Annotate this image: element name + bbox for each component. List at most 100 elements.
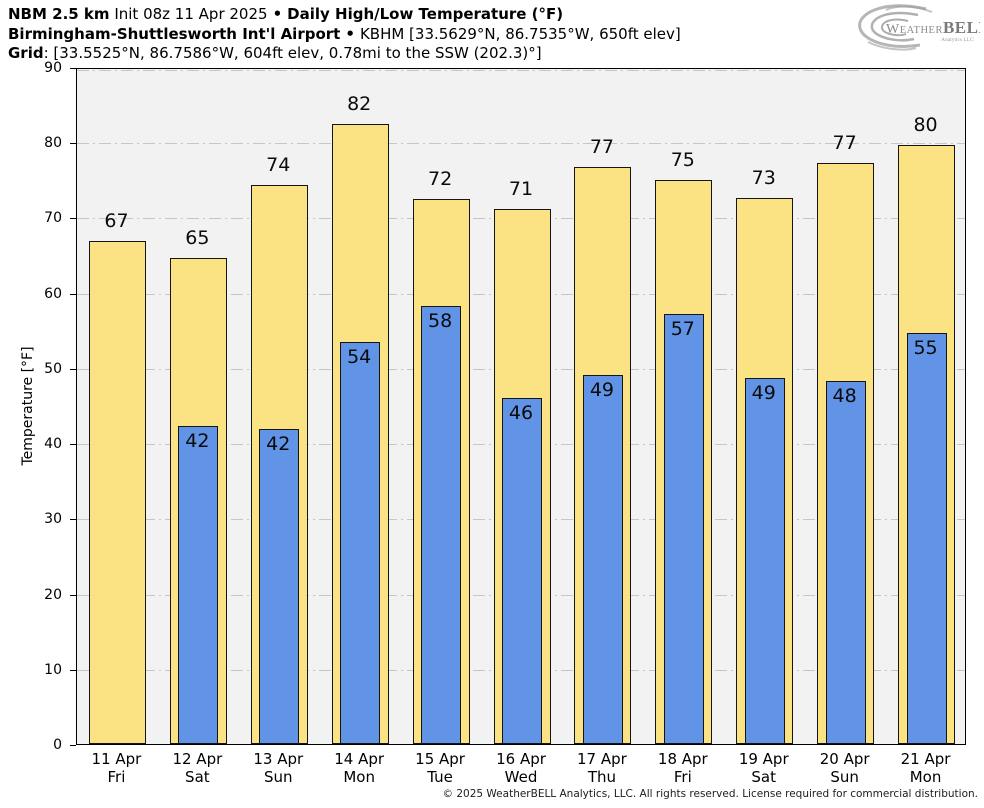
product-title: Daily High/Low Temperature (°F)	[287, 5, 564, 23]
y-tick-mark	[70, 444, 76, 446]
x-tick-date: 18 Apr	[657, 750, 708, 768]
x-tick-day: Fri	[107, 768, 126, 786]
low-bar	[663, 313, 704, 744]
copyright-text: © 2025 WeatherBELL Analytics, LLC. All r…	[442, 788, 978, 800]
logo-subtitle: Analytics LLC	[941, 37, 974, 43]
high-bar	[88, 240, 146, 744]
high-value-label: 73	[751, 166, 776, 189]
gridline-80	[77, 143, 965, 145]
x-tick-day: Tue	[427, 768, 453, 786]
high-value-label: 77	[832, 131, 857, 154]
high-value-label: 80	[913, 114, 938, 137]
y-tick-label: 0	[53, 737, 62, 753]
low-value-label: 55	[913, 337, 938, 360]
low-value-label: 58	[427, 310, 453, 333]
x-tick-date: 11 Apr	[91, 750, 142, 768]
low-value-label: 42	[185, 429, 210, 452]
low-value-label: 46	[508, 401, 534, 424]
y-tick-label: 30	[44, 511, 62, 528]
low-value-label: 49	[589, 378, 614, 401]
header-line-station: Birmingham-Shuttlesworth Int'l Airport • K…	[8, 25, 681, 45]
x-tick-date: 19 Apr	[738, 750, 789, 768]
separator-dot: •	[272, 5, 283, 23]
y-tick-label: 20	[44, 586, 62, 603]
y-tick-label: 90	[44, 60, 62, 76]
y-tick-label: 50	[44, 360, 62, 377]
grid-label: Grid	[8, 44, 44, 62]
low-bar	[178, 425, 219, 744]
x-tick-label: 21 Apr Mon	[881, 750, 971, 786]
x-tick-label: 20 Apr Sun	[800, 750, 890, 786]
low-bar	[744, 378, 785, 744]
high-value-label: 74	[266, 154, 291, 177]
weatherbell-logo: WEATHERBELL Analytics LLC	[848, 2, 984, 54]
y-tick-label: 80	[44, 135, 62, 152]
low-bar	[421, 306, 462, 744]
y-tick-label: 70	[44, 210, 62, 227]
high-value-label: 65	[185, 227, 210, 250]
x-tick-date: 13 Apr	[253, 750, 304, 768]
x-tick-label: 13 Apr Sun	[233, 750, 323, 786]
y-tick-mark	[70, 669, 76, 671]
x-tick-day: Sat	[751, 768, 777, 786]
x-tick-label: 15 Apr Tue	[395, 750, 485, 786]
y-tick-mark	[70, 368, 76, 370]
low-value-label: 48	[832, 385, 857, 408]
high-value-label: 67	[104, 209, 129, 232]
low-bar	[502, 397, 542, 744]
grid-info: : [33.5525°N, 86.7586°W, 604ft elev, 0.7…	[43, 44, 542, 62]
station-info: KBHM [33.5629°N, 86.7535°W, 650ft elev]	[359, 24, 681, 43]
x-tick-label: 17 Apr Thu	[557, 750, 647, 786]
init-time: Init 08z 11 Apr 2025	[114, 5, 268, 23]
x-tick-day: Wed	[504, 768, 538, 786]
x-tick-date: 20 Apr	[819, 750, 870, 768]
x-tick-day: Thu	[587, 768, 616, 786]
x-tick-day: Sat	[185, 768, 210, 786]
x-tick-date: 21 Apr	[900, 750, 951, 768]
x-tick-date: 12 Apr	[172, 750, 223, 768]
low-bar	[340, 341, 381, 744]
gridline-90	[77, 70, 965, 71]
y-tick-mark	[70, 594, 76, 596]
low-value-label: 42	[266, 432, 291, 455]
x-tick-label: 16 Apr Wed	[476, 750, 566, 786]
high-value-label: 75	[670, 148, 695, 171]
y-tick-mark	[70, 519, 76, 521]
logo-text-bell: BELL	[943, 18, 980, 37]
low-bar	[582, 374, 623, 744]
x-tick-day: Mon	[909, 768, 942, 786]
low-value-label: 54	[347, 345, 372, 368]
x-tick-label: 11 Apr Fri	[71, 750, 161, 786]
x-tick-label: 12 Apr Sat	[152, 750, 242, 786]
y-tick-mark	[70, 745, 76, 746]
low-bar	[259, 428, 300, 744]
y-tick-mark	[70, 218, 76, 220]
separator-dot: •	[345, 24, 355, 43]
y-tick-label: 40	[44, 436, 62, 453]
y-tick-mark	[70, 143, 76, 145]
high-value-label: 77	[589, 136, 614, 159]
low-value-label: 57	[670, 317, 695, 340]
logo-text-eather: EATHER	[900, 25, 943, 36]
x-tick-date: 15 Apr	[415, 750, 465, 768]
chart-header: NBM 2.5 km Init 08z 11 Apr 2025 • Daily Hi…	[8, 5, 681, 64]
svg-text:WEATHERBELL: WEATHERBELL	[886, 18, 980, 37]
low-bar	[825, 381, 866, 744]
x-tick-day: Fri	[673, 768, 692, 786]
x-tick-date: 14 Apr	[334, 750, 385, 768]
x-tick-day: Sun	[830, 768, 859, 786]
high-value-label: 71	[508, 178, 534, 201]
y-tick-mark	[70, 293, 76, 295]
low-value-label: 49	[751, 382, 776, 405]
hurricane-swirl-icon	[858, 4, 933, 51]
x-tick-date: 16 Apr	[496, 750, 546, 768]
x-tick-day: Mon	[343, 768, 375, 786]
low-bar	[906, 333, 947, 744]
logo-text-w: W	[886, 22, 900, 37]
x-tick-label: 19 Apr Sat	[719, 750, 809, 786]
x-tick-label: 14 Apr Mon	[314, 750, 404, 786]
station-name: Birmingham-Shuttlesworth Int'l Airport	[8, 24, 341, 43]
header-line-grid: Grid: [33.5525°N, 86.7586°W, 604ft elev,…	[8, 44, 681, 64]
x-tick-label: 18 Apr Fri	[638, 750, 728, 786]
